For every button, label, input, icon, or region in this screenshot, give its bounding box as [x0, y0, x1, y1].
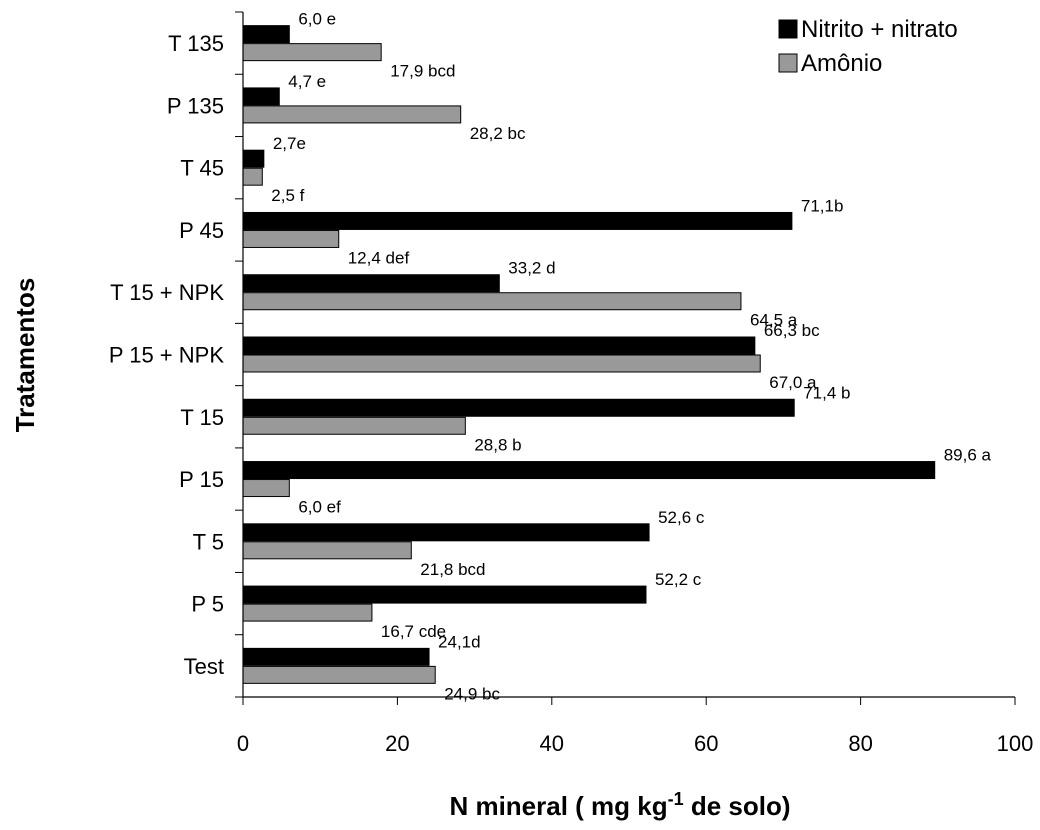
- data-label: 2,5 f: [271, 186, 304, 205]
- legend-label-nitrito-nitrato: Nitrito + nitrato: [801, 16, 958, 43]
- x-ticks-layer: 0 20 40 60 80 100: [237, 697, 1033, 756]
- data-label: 17,9 bcd: [390, 62, 455, 81]
- legend-label-amonio: Amônio: [801, 50, 882, 77]
- bar-amonio: [242, 354, 761, 373]
- x-axis-title-sup: -1: [668, 789, 684, 809]
- data-labels-layer: 6,0 e 17,9 bcd 4,7 e 28,2 bc 2,7e 2,5 f 71,1b 1…: [271, 10, 991, 704]
- data-label: 6,0 e: [298, 10, 336, 29]
- x-axis-title: N mineral ( mg kg-1 de solo): [449, 789, 790, 821]
- category-label: P 45: [179, 218, 224, 243]
- x-axis-title-main: N mineral ( mg kg: [449, 791, 667, 821]
- bar-nitrito-nitrato: [242, 25, 290, 44]
- bar-amonio: [242, 665, 436, 684]
- category-label: T 45: [180, 156, 224, 181]
- x-tick-label: 40: [540, 731, 564, 756]
- data-label: 71,4 b: [803, 383, 850, 402]
- x-tick-label: 60: [694, 731, 718, 756]
- bar-nitrito-nitrato: [242, 461, 936, 480]
- category-label: T 15: [180, 405, 224, 430]
- data-label: 24,1d: [438, 632, 481, 651]
- bar-amonio: [242, 479, 290, 498]
- data-label: 33,2 d: [508, 259, 555, 278]
- axes-layer: [235, 11, 1015, 698]
- data-label: 4,7 e: [288, 72, 326, 91]
- category-label: P 135: [167, 93, 224, 118]
- x-tick-label: 100: [997, 731, 1034, 756]
- y-axis-title: Tratamentos: [10, 278, 40, 433]
- bar-nitrito-nitrato: [242, 585, 647, 604]
- bar-nitrito-nitrato: [242, 336, 756, 355]
- data-label: 12,4 def: [348, 248, 410, 267]
- data-label: 16,7 cde: [381, 622, 446, 641]
- bar-nitrito-nitrato: [242, 274, 500, 293]
- category-label: T 15 + NPK: [110, 280, 224, 305]
- bar-nitrito-nitrato: [242, 647, 430, 666]
- bar-amonio: [242, 541, 412, 560]
- category-label: P 5: [191, 592, 224, 617]
- data-label: 52,2 c: [655, 570, 702, 589]
- data-label: 28,2 bc: [470, 124, 526, 143]
- bar-nitrito-nitrato: [242, 87, 280, 106]
- category-label: P 15: [179, 467, 224, 492]
- x-tick-label: 80: [848, 731, 872, 756]
- bar-amonio: [242, 105, 462, 124]
- data-label: 52,6 c: [658, 508, 705, 527]
- x-axis-title-text: N mineral ( mg kg-1 de solo): [449, 789, 790, 821]
- bar-amonio: [242, 43, 382, 62]
- category-label: T 135: [168, 31, 224, 56]
- category-label: P 15 + NPK: [109, 343, 224, 368]
- bar-nitrito-nitrato: [242, 523, 650, 542]
- legend-swatch-amonio: [778, 53, 798, 73]
- y-axis-title-text: Tratamentos: [10, 278, 40, 433]
- data-label: 28,8 b: [474, 435, 521, 454]
- legend-swatch-nitrito-nitrato: [778, 19, 798, 39]
- bar-amonio: [242, 167, 263, 186]
- data-label: 64,5 a: [750, 311, 798, 330]
- x-axis-title-rest: de solo): [684, 791, 791, 821]
- bar-amonio: [242, 416, 466, 435]
- x-tick-label: 0: [237, 731, 249, 756]
- data-label: 89,6 a: [944, 446, 992, 465]
- bar-amonio: [242, 603, 373, 622]
- data-label: 66,3 bc: [764, 321, 820, 340]
- data-label: 67,0 a: [769, 373, 817, 392]
- legend: Nitrito + nitrato Amônio: [778, 16, 958, 77]
- bars-layer: [242, 25, 936, 684]
- data-label: 71,1b: [801, 196, 844, 215]
- bar-amonio: [242, 229, 340, 248]
- x-tick-label: 20: [385, 731, 409, 756]
- data-label: 21,8 bcd: [420, 560, 485, 579]
- data-label: 6,0 ef: [298, 498, 341, 517]
- category-label: Test: [184, 654, 224, 679]
- bar-amonio: [242, 292, 742, 311]
- data-label: 24,9 bc: [444, 684, 500, 703]
- category-label: T 5: [193, 529, 224, 554]
- data-label: 2,7e: [273, 134, 306, 153]
- category-labels-layer: T 135 P 135 T 45 P 45 T 15 + NPK P 15 + NPK T …: [109, 31, 224, 679]
- bar-nitrito-nitrato: [242, 211, 793, 230]
- bar-nitrito-nitrato: [242, 398, 795, 417]
- bar-nitrito-nitrato: [242, 149, 265, 168]
